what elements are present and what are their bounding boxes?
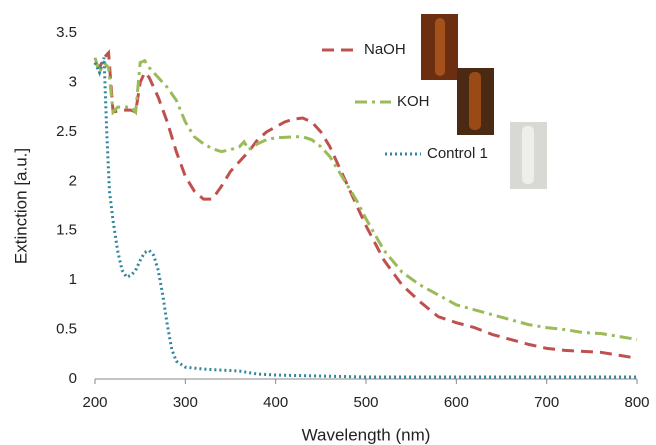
legend-label: KOH bbox=[397, 93, 430, 110]
y-tick-label: 0.5 bbox=[56, 321, 77, 338]
x-tick-label: 700 bbox=[534, 394, 559, 411]
x-tick-label: 200 bbox=[82, 394, 107, 411]
vial-liquid bbox=[522, 126, 534, 184]
y-tick-label: 2.5 bbox=[56, 123, 77, 140]
x-tick-label: 400 bbox=[263, 394, 288, 411]
y-tick-label: 0 bbox=[69, 370, 77, 387]
y-axis-label: Extinction [a.u.] bbox=[11, 148, 30, 264]
data-line bbox=[93, 49, 638, 360]
x-tick-label: 300 bbox=[173, 394, 198, 411]
y-tick-label: 1 bbox=[69, 271, 77, 288]
x-tick-label: 800 bbox=[624, 394, 649, 411]
data-line bbox=[93, 57, 638, 341]
data-line bbox=[93, 57, 637, 379]
x-axis-label: Wavelength (nm) bbox=[302, 425, 431, 444]
y-tick-label: 2 bbox=[69, 172, 77, 189]
x-tick-label: 600 bbox=[444, 394, 469, 411]
x-tick-label: 500 bbox=[353, 394, 378, 411]
legend-label: NaOH bbox=[364, 41, 406, 58]
vial-liquid bbox=[435, 18, 445, 76]
y-tick-label: 3 bbox=[69, 73, 77, 90]
y-tick-label: 3.5 bbox=[56, 24, 77, 41]
vial-liquid bbox=[469, 72, 481, 130]
legend-label: Control 1 bbox=[427, 145, 488, 162]
y-tick-label: 1.5 bbox=[56, 222, 77, 239]
